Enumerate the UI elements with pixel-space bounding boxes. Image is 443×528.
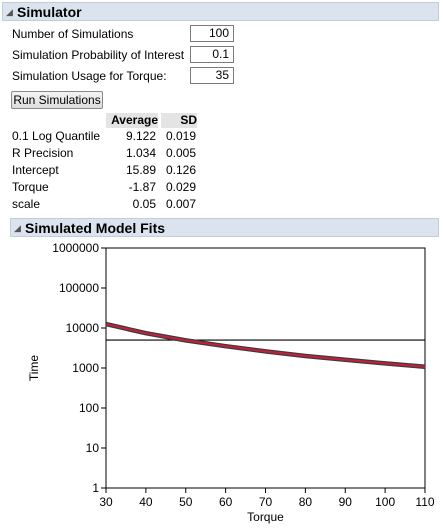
y-tick-label: 10000	[66, 321, 100, 335]
x-tick-label: 80	[299, 495, 313, 509]
x-tick-label: 40	[139, 495, 153, 509]
row-label: scale	[12, 197, 41, 211]
prob-label: Simulation Probability of Interest	[12, 48, 185, 62]
collapse-triangle-icon[interactable]: ◢	[14, 223, 21, 233]
x-tick-label: 30	[99, 495, 113, 509]
row-label: Torque	[12, 180, 49, 194]
y-tick-label: 100000	[59, 281, 99, 295]
usage-input[interactable]: 35	[190, 67, 234, 84]
table-header-average: Average	[106, 113, 158, 128]
row-average: 9.122	[125, 129, 156, 143]
x-tick-label: 50	[179, 495, 193, 509]
x-tick-label: 110	[415, 495, 434, 509]
row-average: 15.89	[125, 163, 156, 177]
table-header-sd: SD	[161, 113, 197, 128]
y-tick-label: 1000000	[52, 241, 99, 255]
x-tick-label: 90	[339, 495, 353, 509]
row-label: 0.1 Log Quantile	[12, 129, 101, 143]
y-axis-label: Time	[27, 355, 41, 382]
row-average: 0.05	[132, 197, 156, 211]
x-tick-label: 100	[375, 495, 395, 509]
x-tick-label: 60	[219, 495, 233, 509]
simulator-section-header[interactable]: ◢ Simulator	[2, 2, 439, 21]
series-line	[105, 323, 426, 368]
num-sims-input[interactable]: 100	[190, 25, 234, 42]
row-sd: 0.007	[165, 197, 196, 211]
row-average: 1.034	[125, 146, 156, 160]
y-tick-label: 100	[79, 401, 99, 415]
row-sd: 0.126	[165, 163, 196, 177]
prob-input[interactable]: 0.1	[190, 46, 234, 63]
y-tick-label: 1	[92, 481, 99, 495]
collapse-triangle-icon[interactable]: ◢	[6, 7, 13, 17]
row-sd: 0.019	[165, 129, 196, 143]
usage-label: Simulation Usage for Torque:	[12, 69, 167, 83]
x-axis-label: Torque	[247, 510, 284, 524]
fits-title: Simulated Model Fits	[25, 220, 166, 236]
row-sd: 0.005	[165, 146, 196, 160]
y-tick-label: 10	[86, 441, 100, 455]
row-label: Intercept	[12, 163, 59, 177]
row-label: R Precision	[12, 146, 74, 160]
simulator-title: Simulator	[17, 4, 82, 20]
num-sims-label: Number of Simulations	[12, 27, 134, 41]
row-average: -1.87	[128, 180, 156, 194]
row-sd: 0.029	[165, 180, 196, 194]
y-tick-label: 1000	[72, 361, 99, 375]
x-tick-label: 70	[259, 495, 273, 509]
fits-section-header[interactable]: ◢ Simulated Model Fits	[10, 218, 439, 237]
run-simulations-button[interactable]: Run Simulations	[11, 91, 103, 109]
plot-area	[105, 247, 426, 489]
